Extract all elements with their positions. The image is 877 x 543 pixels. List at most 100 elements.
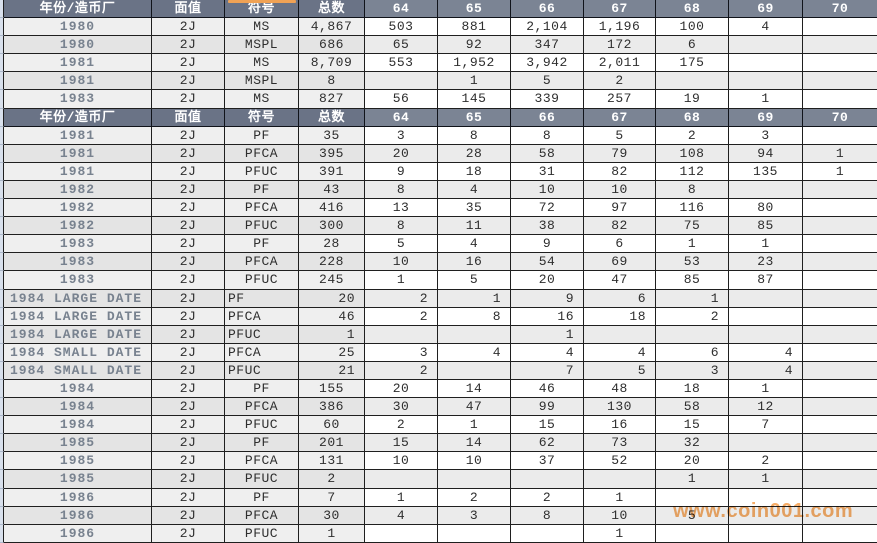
table-row: 1982 2J PFUC 300 8 11 38 82 75 85	[0, 217, 877, 236]
grade-70-cell	[803, 343, 877, 362]
table-row: 1986 2J PFCA 30 4 3 8 10 5	[0, 506, 877, 525]
symbol-cell: PF	[225, 180, 299, 200]
grade-70-cell	[803, 470, 877, 489]
year-mint-cell: 1984 SMALL DATE	[4, 361, 152, 380]
grade-69-cell: 23	[729, 253, 803, 272]
grade-70-cell	[803, 217, 877, 236]
grade-65-cell	[438, 325, 511, 344]
grade-65-cell: 145	[438, 90, 511, 109]
face-value-cell: 2J	[152, 434, 225, 453]
table-row: 1984 LARGE DATE 2J PFUC 1 1	[0, 325, 877, 344]
symbol-cell: PFUC	[225, 524, 299, 543]
col-header-grade-68: 68	[656, 108, 729, 127]
grade-65-cell: 3	[438, 506, 511, 525]
symbol-cell: MS	[225, 54, 299, 73]
grade-67-cell: 6	[584, 235, 656, 254]
grade-66-cell: 38	[511, 217, 584, 236]
grade-68-cell: 20	[656, 452, 729, 471]
table-row: 1985 2J PF 201 15 14 62 73 32	[0, 434, 877, 453]
grade-65-cell: 18	[438, 162, 511, 181]
col-a-sliver	[0, 416, 4, 435]
grade-70-cell	[803, 506, 877, 525]
col-a-sliver	[0, 434, 4, 453]
grade-67-cell: 5	[584, 361, 656, 380]
table-row: 1984 2J PF 155 20 14 46 48 18 1	[0, 379, 877, 399]
symbol-cell: PFCA	[225, 144, 299, 163]
year-mint-cell: 1984	[4, 379, 152, 399]
grade-65-cell: 1	[438, 416, 511, 435]
grade-67-cell: 79	[584, 144, 656, 163]
face-value-cell: 2J	[152, 416, 225, 435]
grade-65-cell: 1	[438, 72, 511, 91]
col-a-sliver	[0, 398, 4, 417]
table-row: 1982 2J PFCA 416 13 35 72 97 116 80	[0, 199, 877, 218]
symbol-cell: MS	[225, 90, 299, 109]
grade-66-cell: 16	[511, 307, 584, 326]
grade-68-cell: 2	[656, 126, 729, 145]
symbol-cell: PFUC	[225, 416, 299, 435]
col-a-sliver	[0, 289, 4, 308]
table-row: 1984 LARGE DATE 2J PF 20 2 1 9 6 1	[0, 289, 877, 308]
grade-67-cell: 6	[584, 289, 656, 308]
grade-70-cell	[803, 54, 877, 73]
grade-66-cell: 2	[511, 488, 584, 507]
grade-69-cell	[729, 36, 803, 55]
grade-66-cell: 72	[511, 199, 584, 218]
grade-68-cell	[656, 72, 729, 91]
grade-67-cell: 97	[584, 199, 656, 218]
grade-68-cell: 18	[656, 379, 729, 399]
table-row: 1985 2J PFCA 131 10 10 37 52 20 2	[0, 452, 877, 471]
face-value-cell: 2J	[152, 271, 225, 290]
grade-64-cell: 8	[365, 217, 438, 236]
symbol-cell: PF	[225, 379, 299, 399]
face-value-cell: 2J	[152, 452, 225, 471]
grade-69-cell: 1	[729, 90, 803, 109]
year-mint-cell: 1984	[4, 416, 152, 435]
grade-69-cell: 80	[729, 199, 803, 218]
grade-65-cell: 35	[438, 199, 511, 218]
grade-69-cell: 135	[729, 162, 803, 181]
grade-64-cell: 503	[365, 18, 438, 37]
col-a-sliver	[0, 199, 4, 218]
grade-69-cell	[729, 488, 803, 507]
grade-67-cell: 2	[584, 72, 656, 91]
total-cell: 416	[299, 199, 365, 218]
symbol-cell: MS	[225, 18, 299, 37]
grade-64-cell: 1	[365, 488, 438, 507]
grade-64-cell: 553	[365, 54, 438, 73]
col-a-sliver	[0, 0, 4, 19]
grade-69-cell: 4	[729, 361, 803, 380]
grade-64-cell: 2	[365, 416, 438, 435]
table-row: 1980 2J MS 4,867 503 881 2,104 1,196 100 4	[0, 18, 877, 37]
face-value-cell: 2J	[152, 162, 225, 181]
grade-66-cell: 54	[511, 253, 584, 272]
total-cell: 8,709	[299, 54, 365, 73]
grade-65-cell: 1	[438, 289, 511, 308]
year-mint-cell: 1984 LARGE DATE	[4, 307, 152, 326]
total-cell: 1	[299, 325, 365, 344]
year-mint-cell: 1981	[4, 126, 152, 145]
grade-69-cell: 4	[729, 18, 803, 37]
symbol-cell: PFCA	[225, 307, 299, 326]
grade-64-cell: 20	[365, 144, 438, 163]
face-value-cell: 2J	[152, 325, 225, 344]
grade-68-cell: 1	[656, 235, 729, 254]
grade-70-cell	[803, 379, 877, 399]
grade-70-cell	[803, 289, 877, 308]
year-mint-cell: 1984 LARGE DATE	[4, 289, 152, 308]
year-mint-cell: 1983	[4, 253, 152, 272]
grade-65-cell: 4	[438, 235, 511, 254]
grade-66-cell: 62	[511, 434, 584, 453]
header-row: 年份/造币厂 面值 符号 总数 64 65 66 67 68 69 70	[0, 0, 877, 19]
col-header-symbol: 符号	[225, 0, 299, 19]
face-value-cell: 2J	[152, 36, 225, 55]
face-value-cell: 2J	[152, 506, 225, 525]
year-mint-cell: 1982	[4, 217, 152, 236]
grade-68-cell: 112	[656, 162, 729, 181]
col-a-sliver	[0, 470, 4, 489]
grade-70-cell	[803, 72, 877, 91]
total-cell: 155	[299, 379, 365, 399]
symbol-cell: PFUC	[225, 325, 299, 344]
grade-68-cell	[656, 325, 729, 344]
col-header-grade-65: 65	[438, 0, 511, 19]
